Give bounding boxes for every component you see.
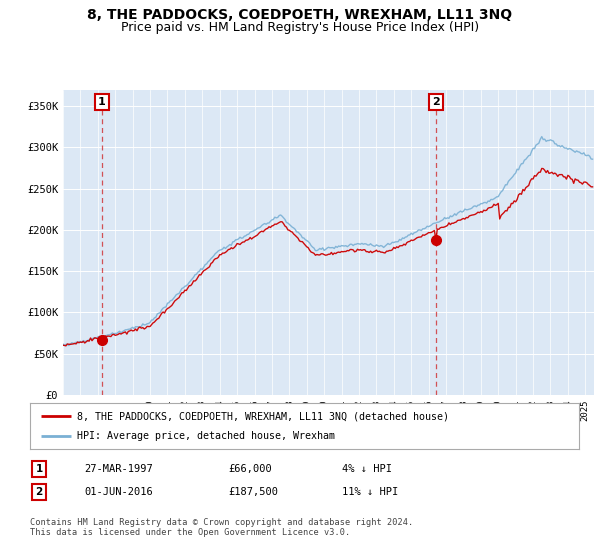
Text: Price paid vs. HM Land Registry's House Price Index (HPI): Price paid vs. HM Land Registry's House … bbox=[121, 21, 479, 34]
Text: 01-JUN-2016: 01-JUN-2016 bbox=[84, 487, 153, 497]
Text: 8, THE PADDOCKS, COEDPOETH, WREXHAM, LL11 3NQ (detached house): 8, THE PADDOCKS, COEDPOETH, WREXHAM, LL1… bbox=[77, 411, 449, 421]
Text: HPI: Average price, detached house, Wrexham: HPI: Average price, detached house, Wrex… bbox=[77, 431, 335, 441]
Text: 27-MAR-1997: 27-MAR-1997 bbox=[84, 464, 153, 474]
Text: Contains HM Land Registry data © Crown copyright and database right 2024.
This d: Contains HM Land Registry data © Crown c… bbox=[30, 518, 413, 538]
Text: 8, THE PADDOCKS, COEDPOETH, WREXHAM, LL11 3NQ: 8, THE PADDOCKS, COEDPOETH, WREXHAM, LL1… bbox=[88, 8, 512, 22]
Text: 11% ↓ HPI: 11% ↓ HPI bbox=[342, 487, 398, 497]
Text: 2: 2 bbox=[432, 97, 440, 107]
Text: 1: 1 bbox=[98, 97, 106, 107]
Text: 1: 1 bbox=[35, 464, 43, 474]
Text: £187,500: £187,500 bbox=[228, 487, 278, 497]
Text: £66,000: £66,000 bbox=[228, 464, 272, 474]
Text: 2: 2 bbox=[35, 487, 43, 497]
Text: 4% ↓ HPI: 4% ↓ HPI bbox=[342, 464, 392, 474]
